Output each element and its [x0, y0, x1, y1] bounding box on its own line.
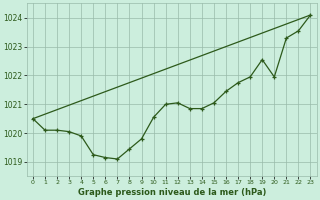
X-axis label: Graphe pression niveau de la mer (hPa): Graphe pression niveau de la mer (hPa): [77, 188, 266, 197]
